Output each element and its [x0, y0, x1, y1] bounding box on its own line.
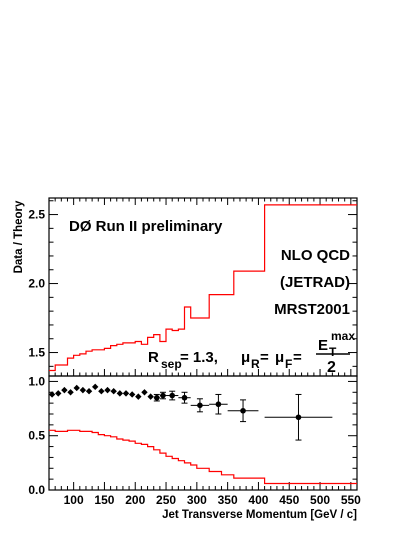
- x-tick-label: 500: [310, 493, 330, 507]
- x-tick-label: 250: [156, 493, 176, 507]
- x-tick-label: 100: [64, 493, 84, 507]
- data-point-circle: [154, 394, 160, 401]
- x-tick-label: 300: [187, 493, 207, 507]
- formula-eq1: =: [260, 349, 269, 366]
- data-point-diamond: [48, 391, 56, 398]
- data-point-diamond: [61, 386, 68, 394]
- formula-mu-r: μ: [241, 349, 250, 366]
- upper-theory-ratio-line: [49, 204, 357, 372]
- data-point-circle: [197, 402, 203, 409]
- upper-y-ticks: 1.5 2.0 2.5: [28, 200, 357, 367]
- lower-y-tick-label: 0.5: [28, 429, 45, 443]
- data-point-circle: [169, 392, 175, 399]
- x-tick-label: 550: [341, 493, 361, 507]
- x-tick-label: 200: [125, 493, 145, 507]
- data-point-diamond: [55, 390, 62, 397]
- upper-y-tick-label: 1.5: [28, 346, 45, 360]
- lower-y-tick-label: 0.0: [28, 483, 45, 497]
- data-point-diamond: [85, 388, 93, 395]
- formula-r-sub: sep: [161, 357, 182, 371]
- formula-r-value: = 1.3,: [180, 349, 218, 366]
- data-point-diamond: [79, 386, 87, 394]
- x-tick-label: 150: [94, 493, 114, 507]
- formula-mu-f-sub: F: [285, 357, 292, 371]
- upper-y-tick-label: 2.0: [28, 277, 45, 291]
- formula-mu-r-sub: R: [251, 357, 260, 371]
- data-point-circle: [160, 392, 166, 399]
- scale-formula: R sep = 1.3, μ R = μ F = E T max 2: [148, 329, 355, 376]
- mrst-label: MRST2001: [274, 301, 350, 318]
- data-point-diamond: [116, 390, 124, 397]
- upper-panel: 1.5 2.0 2.5 Data / Theory DØ Run II prelim…: [13, 197, 358, 377]
- data-point-circle: [295, 414, 302, 421]
- formula-denominator: 2: [327, 359, 336, 376]
- data-point-diamond: [110, 388, 117, 395]
- formula-e-sup: max: [331, 329, 355, 343]
- formula-e-sub: T: [329, 345, 337, 359]
- data-point-circle: [181, 394, 188, 401]
- x-tick-label: 400: [248, 493, 268, 507]
- data-point-diamond: [67, 389, 74, 396]
- experiment-label: DØ Run II preliminary: [69, 218, 223, 235]
- formula-e: E: [318, 337, 328, 354]
- data-point-diamond: [135, 393, 142, 400]
- upper-y-tick-label: 2.5: [28, 208, 45, 222]
- data-point-circle: [215, 401, 222, 408]
- formula-mu-f: μ: [275, 349, 284, 366]
- data-point-diamond: [147, 393, 154, 400]
- lower-y-ticks: 0.0 0.5 1.0: [28, 374, 357, 497]
- formula-eq2: =: [293, 349, 302, 366]
- data-point-diamond: [98, 388, 105, 395]
- data-point-circle: [240, 407, 246, 414]
- data-points: [48, 383, 333, 441]
- x-tick-label: 450: [279, 493, 299, 507]
- data-point-diamond: [92, 383, 99, 391]
- data-point-diamond: [128, 391, 136, 398]
- lower-panel: 0.0 0.5 1.0 100 150 200 250 300 350 400 450 500 550…: [28, 374, 361, 521]
- upper-y-axis-title: Data / Theory: [13, 200, 25, 273]
- lower-y-tick-label: 1.0: [28, 374, 45, 388]
- x-tick-label: 350: [218, 493, 238, 507]
- jetrad-label: (JETRAD): [280, 274, 350, 291]
- data-point-diamond: [122, 390, 130, 397]
- x-axis-title: Jet Transverse Momentum [GeV / c]: [162, 509, 357, 521]
- nlo-qcd-label: NLO QCD: [281, 247, 350, 264]
- data-point-diamond: [141, 389, 148, 396]
- formula-r: R: [148, 349, 159, 366]
- lower-x-ticks: 100 150 200 250 300 350 400 450 500 550: [54, 482, 361, 507]
- data-point-diamond: [73, 384, 80, 392]
- data-point-diamond: [104, 386, 111, 394]
- lower-theory-step-line: [49, 429, 357, 485]
